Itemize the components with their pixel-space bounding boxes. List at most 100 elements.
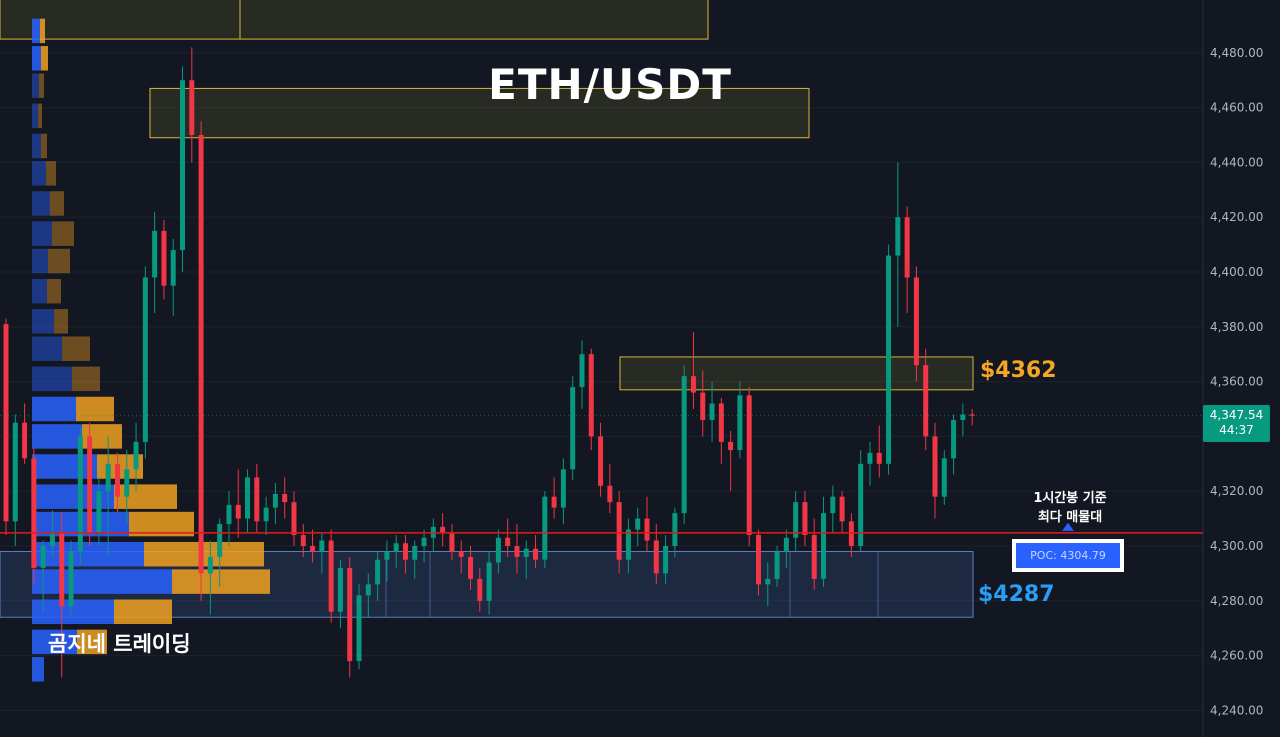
candle-body: [68, 551, 74, 607]
candle-body: [514, 546, 520, 557]
poc-note: 1시간봉 기준 최다 매물대: [1000, 489, 1140, 527]
candle-body: [821, 513, 827, 579]
poc-pointer: [1062, 522, 1074, 531]
candle-body: [579, 354, 585, 388]
volume-profile-buy-bar: [32, 18, 40, 44]
candle-body: [310, 546, 316, 552]
volume-profile-sell-bar: [38, 103, 42, 129]
candle-body: [254, 477, 260, 522]
candle-body: [895, 217, 901, 256]
volume-profile-sell-bar: [47, 278, 61, 304]
candle-body: [105, 463, 111, 492]
candle-body: [607, 485, 613, 503]
volume-profile-buy-bar: [32, 278, 47, 304]
candle-body: [616, 502, 622, 560]
candle-body: [22, 422, 28, 459]
candle-body: [774, 551, 780, 579]
candle-body: [133, 441, 139, 470]
candle-body: [533, 548, 539, 560]
volume-profile-buy-bar: [32, 46, 41, 71]
chart-title: ETH/USDT: [488, 60, 732, 109]
candle-body: [300, 535, 306, 546]
candle-body: [328, 540, 334, 612]
supply-zone-label: $4362: [980, 358, 1057, 383]
candle-body: [551, 496, 557, 508]
candle-body: [291, 502, 297, 536]
candle-body: [644, 518, 650, 541]
candle-body: [114, 463, 120, 497]
volume-profile-buy-bar: [32, 569, 172, 594]
volume-profile-buy-bar: [32, 454, 97, 479]
candle-body: [653, 540, 659, 574]
candle-body: [365, 584, 371, 596]
candle-body: [802, 502, 808, 536]
candle-body: [625, 529, 631, 560]
volume-profile-buy-bar: [32, 221, 52, 246]
candle-body: [393, 543, 399, 552]
candle-body: [932, 436, 938, 497]
y-tick-label: 4,420.00: [1210, 210, 1263, 224]
poc-label: POC: 4304.79: [1016, 543, 1120, 568]
candle-body: [40, 546, 46, 568]
volume-profile-buy-bar: [32, 191, 50, 216]
candle-body: [793, 502, 799, 538]
volume-profile-buy-bar: [32, 424, 82, 449]
candle-body: [923, 365, 929, 437]
candle-body: [635, 518, 641, 530]
y-tick-label: 4,320.00: [1210, 484, 1263, 498]
candle-body: [765, 578, 771, 585]
volume-profile-buy-bar: [32, 309, 54, 334]
candle-body: [3, 324, 9, 522]
candle-body: [263, 507, 269, 522]
volume-profile-buy-bar: [32, 366, 72, 392]
candle-body: [570, 387, 576, 470]
watermark: 곰지네 트레이딩: [48, 632, 191, 656]
candle-body: [477, 578, 483, 601]
candle-body: [830, 496, 836, 514]
volume-profile-sell-bar: [62, 336, 90, 361]
y-tick-label: 4,360.00: [1210, 375, 1263, 389]
volume-profile-sell-bar: [54, 309, 68, 334]
candle-body: [700, 392, 706, 420]
volume-profile-buy-bar: [32, 657, 44, 682]
candle-body: [161, 230, 167, 286]
volume-profile-sell-bar: [72, 366, 100, 392]
candle-body: [951, 419, 957, 459]
candle-body: [356, 595, 362, 662]
poc-note-line2: 최다 매물대: [1037, 510, 1103, 525]
candle-body: [142, 277, 148, 442]
candle-body: [913, 277, 919, 366]
candle-body: [245, 477, 251, 519]
volume-profile-sell-bar: [50, 191, 64, 216]
candle-body: [867, 452, 873, 464]
volume-profile-sell-bar: [40, 18, 45, 44]
candle-body: [319, 540, 325, 552]
candle-body: [77, 436, 83, 552]
candle-body: [848, 521, 854, 546]
candle-body: [737, 395, 743, 451]
candle-body: [412, 546, 418, 560]
candle-body: [904, 217, 910, 278]
candle-body: [811, 535, 817, 579]
candle-body: [542, 496, 548, 560]
volume-profile-buy-bar: [32, 73, 39, 98]
y-tick-label: 4,240.00: [1210, 703, 1263, 717]
volume-profile-sell-bar: [76, 396, 114, 422]
candle-body: [672, 513, 678, 546]
candle-body: [282, 493, 288, 503]
poc-note-line1: 1시간봉 기준: [1033, 491, 1107, 506]
candle-body: [375, 559, 381, 585]
volume-profile-sell-bar: [52, 221, 74, 246]
candle-body: [728, 441, 734, 451]
candle-body: [207, 556, 213, 574]
candle-body: [180, 80, 186, 251]
supply-zone: [149, 87, 810, 139]
current-price: 4,347.54: [1209, 408, 1264, 422]
candle-body: [588, 354, 594, 437]
candle-body: [663, 546, 669, 574]
y-tick-label: 4,280.00: [1210, 594, 1263, 608]
candle-body: [523, 548, 529, 557]
candle-body: [468, 556, 473, 579]
